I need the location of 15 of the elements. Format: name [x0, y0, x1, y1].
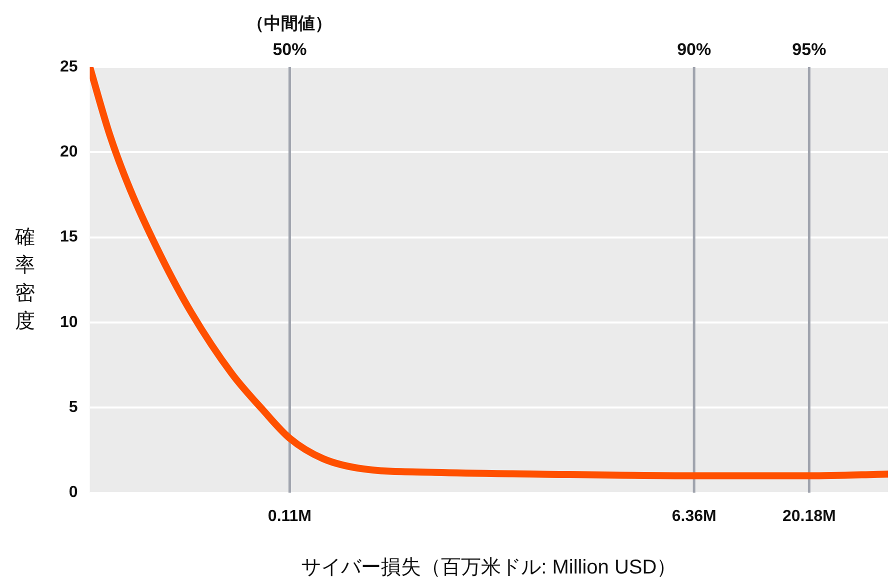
text: （中間値）	[247, 14, 332, 34]
y-tick-label: 10	[60, 314, 78, 331]
y-tick-label: 15	[60, 228, 78, 246]
text: 95%	[792, 40, 826, 60]
y-tick-label: 5	[68, 399, 78, 416]
text: 50%	[272, 40, 307, 60]
text: 90%	[677, 40, 712, 60]
y-tick-label: 0	[68, 484, 78, 502]
x-tick-label: 20.18M	[782, 508, 836, 525]
x-tick-label: 6.36M	[672, 508, 716, 525]
x-tick-label: 0.11M	[268, 508, 312, 525]
y-tick-label: 20	[60, 144, 78, 161]
y-axis-title: 確率密度	[14, 226, 35, 332]
x-axis-title: サイバー損失（百万米ドル: Million USD）	[301, 556, 677, 579]
y-tick-label: 25	[60, 58, 78, 76]
